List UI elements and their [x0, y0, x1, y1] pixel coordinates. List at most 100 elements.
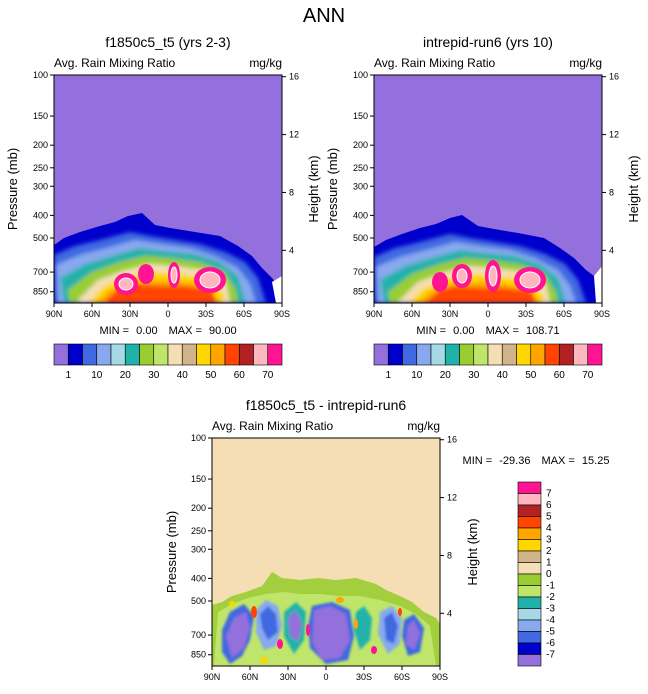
panel-2-colorbar-label: 40	[497, 370, 509, 381]
panel-1-colorbar-swatch	[238, 343, 254, 366]
panel-2-colorbar-label: 60	[554, 370, 566, 381]
panel-2-title: intrepid-run6 (yrs 10)	[423, 34, 553, 50]
panel-2-colorbar-label: 20	[440, 370, 452, 381]
panel-3-x-tick-label: 90N	[204, 672, 221, 682]
panel-2-x-tick-label: 30S	[518, 309, 534, 319]
panel-3-y-tick-label: 250	[191, 526, 206, 536]
panel-2-x-tick-label: 60N	[404, 309, 421, 319]
panel-1-colorbar-swatch	[124, 343, 140, 366]
panel-3-y2-tick-label: 12	[447, 493, 457, 503]
panel-1-y-tick-label: 250	[33, 163, 48, 173]
panel-2-y-tick-label: 300	[353, 181, 368, 191]
panel-1-colorbar-label: 40	[177, 370, 189, 381]
panel-2-y-tick-label: 200	[353, 140, 368, 150]
panel-1-y2-tick-label: 12	[289, 130, 299, 140]
panel-2-y2-tick-label: 12	[609, 130, 619, 140]
panel-1-colorbar-swatch	[167, 343, 183, 366]
panel-2-field	[374, 215, 602, 303]
panel-1-colorbar-label: 60	[234, 370, 246, 381]
panel-1-y-tick-label: 100	[33, 70, 48, 80]
panel-3-max-label: MAX =	[542, 455, 575, 467]
panel-2-y-tick-label: 100	[353, 70, 368, 80]
panel-3-y-tick-label: 700	[191, 630, 206, 640]
panel-1-stats: MIN = 0.00 MAX = 90.00	[99, 325, 236, 337]
panel-3-colorbar-label: 5	[546, 512, 552, 523]
panel-3-variable-label: Avg. Rain Mixing Ratio	[212, 419, 333, 433]
panel-1-y2-tick-label: 4	[289, 245, 294, 255]
panel-2-colorbar-label: 30	[468, 370, 480, 381]
panel-3-ticks: 90N 60N 30N 0 30S 60S 90S 100 150 200 250 300 400 500…	[191, 433, 457, 682]
panel-3-colorbar-swatch	[517, 619, 542, 632]
panel-1-colorbar-swatch	[53, 343, 69, 366]
panel-2-colorbar-swatch	[430, 343, 446, 366]
panel-2-colorbar-swatch	[558, 343, 574, 366]
panel-1-colorbar-swatch	[139, 343, 155, 366]
panel-1-field	[54, 213, 282, 303]
panel-1-y-axis-title: Pressure (mb)	[5, 148, 20, 230]
panel-1-y-tick-label: 500	[33, 233, 48, 243]
panel-3-min-label: MIN =	[463, 455, 493, 467]
panel-3-colorbar-label: -5	[546, 627, 555, 638]
panel-1-y-tick-label: 400	[33, 210, 48, 220]
panel-2-max-value: 108.71	[526, 325, 560, 337]
panel-3-colorbar-label: -1	[546, 581, 555, 592]
panel-1-y-tick-label: 300	[33, 181, 48, 191]
panel-2-colorbar-swatch	[573, 343, 589, 366]
panel-1-colorbar-swatch	[96, 343, 112, 366]
panel-2-y2-tick-label: 4	[609, 245, 614, 255]
panel-1-colorbar-swatch	[267, 343, 283, 366]
panel-3-colorbar-swatch	[517, 642, 542, 655]
panel-1-y-tick-label: 150	[33, 111, 48, 121]
panel-2-x-tick-label: 60S	[556, 309, 572, 319]
panel-3-colorbar-label: 0	[546, 569, 552, 580]
panel-1-min-label: MIN =	[99, 325, 129, 337]
panel-2-y2-axis-title: Height (km)	[626, 155, 641, 222]
panel-1-colorbar-swatch	[210, 343, 226, 366]
panel-3-colorbar-label: -3	[546, 604, 555, 615]
panel-3-colorbar-swatch	[517, 631, 542, 644]
panel-1-colorbar-swatch	[224, 343, 240, 366]
figure-title: ANN	[303, 5, 345, 27]
panel-3-colorbar-label: 1	[546, 558, 552, 569]
panel-2-colorbar-label: 10	[411, 370, 423, 381]
panel-3-y2-tick-label: 16	[447, 435, 457, 445]
panel-1-colorbar-swatch	[181, 343, 197, 366]
panel-1-min-value: 0.00	[136, 325, 157, 337]
panel-2: intrepid-run6 (yrs 10) Avg. Rain Mixing …	[325, 34, 641, 381]
panel-2-colorbar-label: 50	[525, 370, 537, 381]
panel-3-colorbar-label: -7	[546, 650, 555, 661]
panel-3-x-tick-label: 90S	[432, 672, 448, 682]
panel-3-colorbar-swatch	[517, 608, 542, 621]
panel-3-colorbar-label: 7	[546, 489, 552, 500]
panel-1-colorbar-label: 70	[262, 370, 274, 381]
panel-2-x-tick-label: 90S	[594, 309, 610, 319]
panel-1-variable-label: Avg. Rain Mixing Ratio	[54, 56, 175, 70]
panel-1-x-tick-label: 30S	[198, 309, 214, 319]
panel-1-colorbar-label: 1	[65, 370, 71, 381]
panel-3-colorbar-swatch	[517, 516, 542, 529]
panel-1-colorbar: 1 10 20 30 40 50 60 70	[53, 343, 283, 381]
panel-1-x-tick-label: 60N	[84, 309, 101, 319]
panel-2-colorbar-swatch	[587, 343, 603, 366]
panel-2-x-tick-label: 0	[485, 309, 490, 319]
panel-2-x-tick-label: 90N	[366, 309, 383, 319]
panel-3-colorbar-swatch	[517, 527, 542, 540]
panel-3-stats: MIN = -29.36 MAX = 15.25	[463, 455, 610, 467]
panel-2-colorbar-swatch	[387, 343, 403, 366]
panel-1-x-tick-label: 90S	[274, 309, 290, 319]
panel-2-colorbar-swatch	[501, 343, 517, 366]
panel-2-min-label: MIN =	[416, 325, 446, 337]
panel-1-colorbar-swatch	[67, 343, 83, 366]
panel-1-x-tick-label: 30N	[122, 309, 139, 319]
panel-3-x-tick-label: 60N	[242, 672, 259, 682]
panel-3-colorbar-swatch	[517, 504, 542, 517]
panel-3-y-tick-label: 150	[191, 474, 206, 484]
panel-2-colorbar-swatch	[402, 343, 418, 366]
panel-1-units-label: mg/kg	[249, 56, 282, 70]
panel-3-units-label: mg/kg	[407, 419, 440, 433]
panel-3-y2-tick-label: 8	[447, 550, 452, 560]
panel-3-colorbar-label: -6	[546, 638, 555, 649]
panel-2-ticks: 90N 60N 30N 0 30S 60S 90S 100 150 200 250 300 400 500…	[353, 70, 619, 319]
panel-2-y-axis-title: Pressure (mb)	[325, 148, 340, 230]
